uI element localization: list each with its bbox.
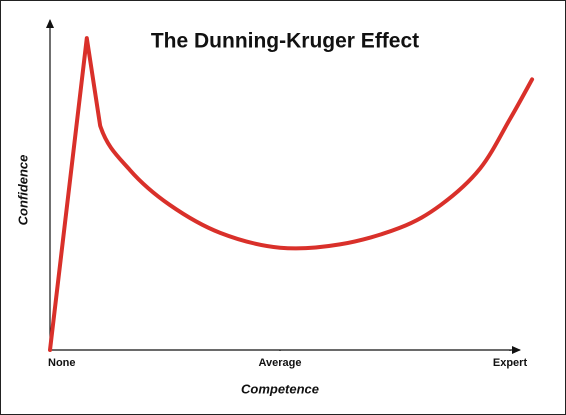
chart-title: The Dunning-Kruger Effect xyxy=(151,30,419,53)
curve xyxy=(48,36,535,352)
y-axis-label: Confidence xyxy=(15,155,30,226)
x-tick-label: Expert xyxy=(493,357,528,369)
x-tick-label: None xyxy=(48,357,76,369)
x-axis-label: Competence xyxy=(241,381,319,396)
x-tick-label: Average xyxy=(258,357,301,369)
